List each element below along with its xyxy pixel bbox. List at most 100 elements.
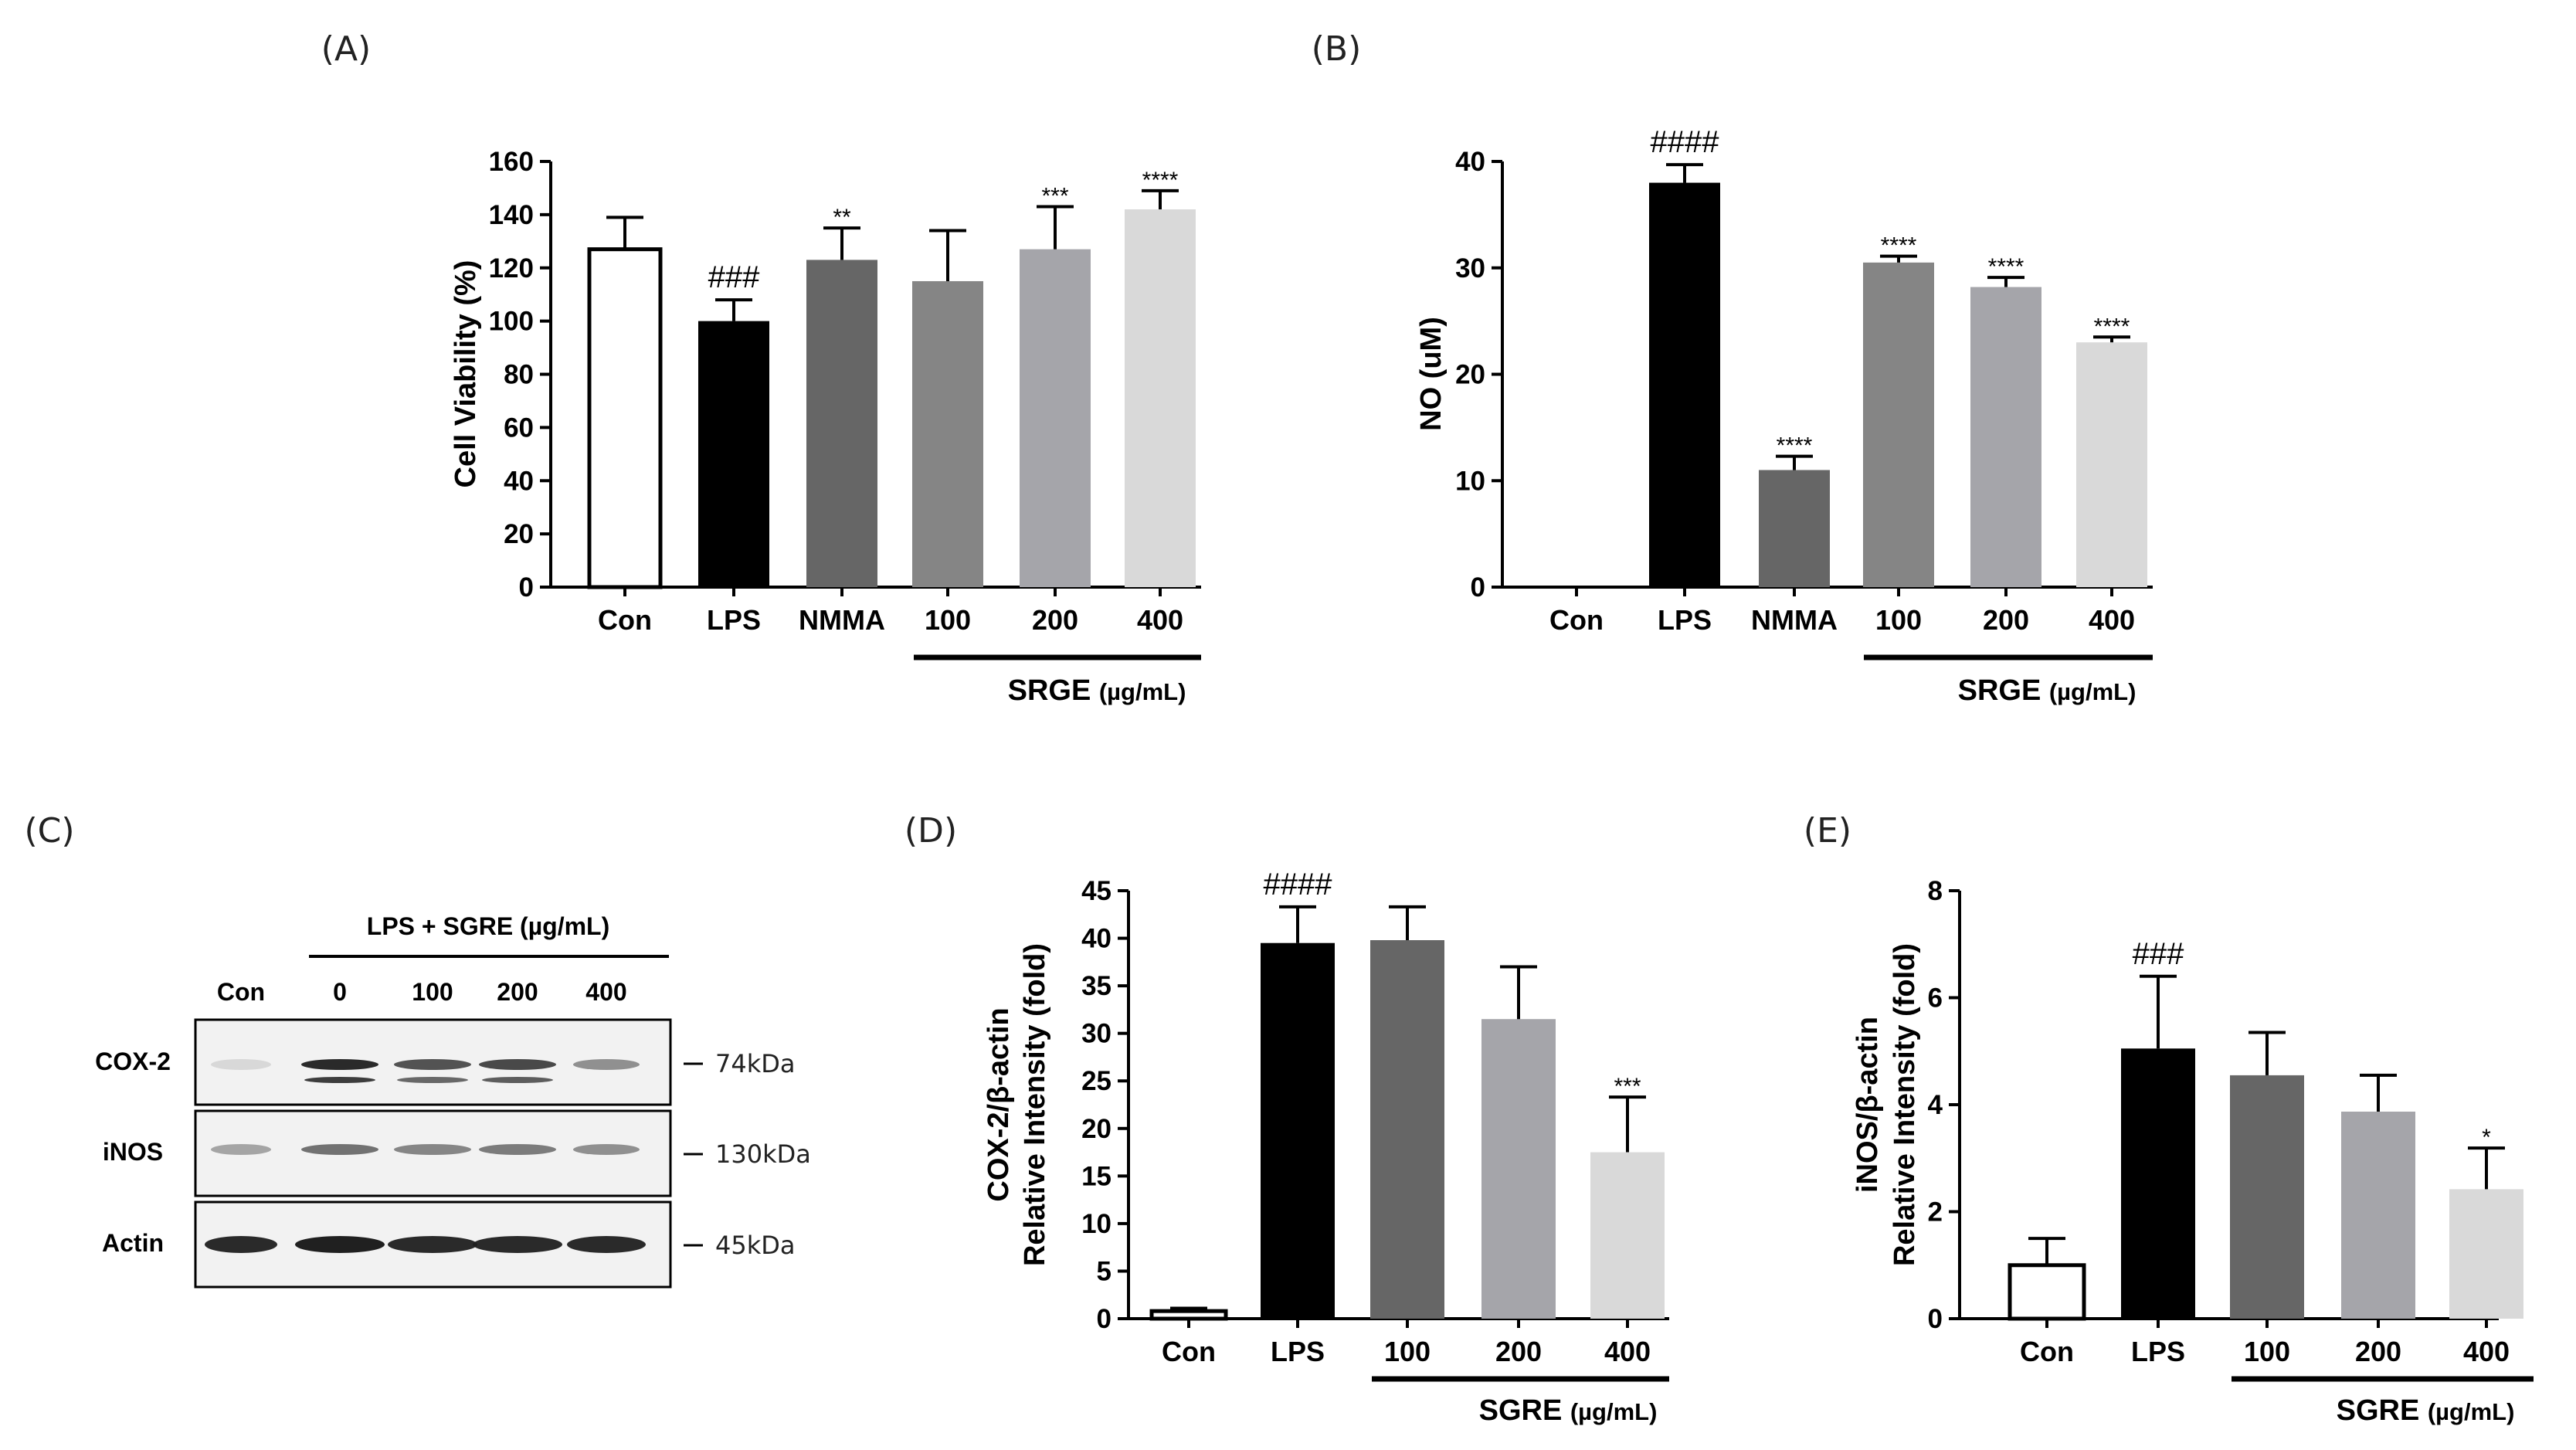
x-tick-label: 400 xyxy=(1137,604,1183,636)
group-name: SRGE xyxy=(1958,674,2049,707)
bar-con xyxy=(2008,1263,2086,1321)
bar-400 xyxy=(2076,342,2147,587)
blot-band xyxy=(211,1059,271,1070)
x-tick-label: NMMA xyxy=(1751,604,1838,636)
blot-row-label: COX-2 xyxy=(95,1048,171,1075)
significance-stars: * xyxy=(2482,1125,2491,1150)
blot-row-label: Actin xyxy=(102,1229,164,1257)
x-tick-label: LPS xyxy=(1658,604,1712,636)
group-unit: (µg/mL) xyxy=(1570,1398,1658,1425)
y-axis-label-secondary: Relative Intensity (fold) xyxy=(1019,943,1051,1266)
x-tick-label: 400 xyxy=(2463,1336,2510,1367)
group-name: SGRE xyxy=(1479,1394,1570,1427)
group-label: SGRE (µg/mL) xyxy=(2337,1394,2515,1427)
y-tick-label: 30 xyxy=(1081,1019,1112,1049)
y-tick-label: 20 xyxy=(1081,1114,1112,1144)
western-blot: (C) LPS + SGRE (µg/mL) Con 0 100 200 400 COX-2 7… xyxy=(24,811,811,1289)
x-tick-label: LPS xyxy=(2131,1336,2185,1367)
y-tick-label: 0 xyxy=(1097,1304,1112,1334)
blot-band xyxy=(573,1144,640,1155)
y-tick-label: 6 xyxy=(1928,983,1943,1014)
group-name: SRGE xyxy=(1008,674,1099,707)
kda-label: 45kDa xyxy=(715,1231,796,1260)
blot-band xyxy=(301,1059,378,1070)
bar-lps xyxy=(2121,1048,2195,1319)
y-axis-label: NO (uM) xyxy=(1415,317,1448,431)
lane-label: 200 xyxy=(497,978,538,1006)
y-tick-label: 40 xyxy=(1081,924,1112,954)
blot-header: LPS + SGRE (µg/mL) xyxy=(367,912,609,940)
x-tick-label: 200 xyxy=(2355,1336,2401,1367)
bar-lps xyxy=(698,321,769,587)
x-tick-label: Con xyxy=(1549,604,1604,636)
group-label: SGRE (µg/mL) xyxy=(1479,1394,1658,1427)
blot-band xyxy=(479,1144,556,1155)
y-tick-label: 0 xyxy=(1928,1304,1943,1334)
significance-stars: **** xyxy=(1988,254,2024,280)
y-tick-label: 0 xyxy=(519,572,534,603)
chart-a: (A) 0 20 40 60 80 100 120 140 160 Cell Viability (… xyxy=(321,29,1201,707)
y-tick-label: 30 xyxy=(1455,253,1485,284)
lane-label: 0 xyxy=(333,978,347,1006)
lane-label: 100 xyxy=(412,978,453,1006)
y-tick-label: 40 xyxy=(1455,147,1485,177)
group-name: SGRE xyxy=(2337,1394,2428,1427)
group-unit: (µg/mL) xyxy=(2049,678,2136,705)
blot-band-secondary xyxy=(482,1077,553,1083)
y-tick-label: 25 xyxy=(1081,1066,1112,1096)
chart-d: (D) 0 5 10 15 20 25 30 35 40 45 COX-2/β-actin Relati… xyxy=(904,811,1669,1427)
y-tick-label: 5 xyxy=(1097,1256,1112,1286)
group-unit: (µg/mL) xyxy=(2428,1398,2515,1425)
blot-band xyxy=(205,1236,277,1253)
y-axis-label: COX-2/β-actin xyxy=(983,1007,1015,1201)
bar-200 xyxy=(1970,287,2041,587)
y-tick-label: 10 xyxy=(1455,466,1485,496)
bar-100 xyxy=(1370,940,1444,1319)
bar-200 xyxy=(2341,1112,2415,1319)
bar-400 xyxy=(1125,209,1196,587)
x-tick-label: 400 xyxy=(2089,604,2135,636)
x-tick-label: 200 xyxy=(1983,604,2029,636)
significance-hash: ### xyxy=(2133,937,2184,971)
y-tick-label: 15 xyxy=(1081,1161,1112,1191)
lane-label: Con xyxy=(217,978,265,1006)
y-tick-label: 80 xyxy=(504,360,534,390)
x-tick-label: 100 xyxy=(2244,1336,2290,1367)
bar-nmma xyxy=(806,260,877,587)
y-tick-label: 8 xyxy=(1928,876,1943,906)
blot-band xyxy=(394,1144,471,1155)
panel-label: (D) xyxy=(904,811,957,851)
blot-band xyxy=(211,1144,271,1155)
significance-hash: ### xyxy=(708,260,760,294)
blot-band xyxy=(573,1059,640,1070)
significance-stars: **** xyxy=(1881,233,1917,259)
x-tick-label: NMMA xyxy=(799,604,885,636)
significance-stars: *** xyxy=(1041,184,1068,209)
blot-band xyxy=(394,1059,471,1070)
x-tick-label: 200 xyxy=(1032,604,1078,636)
bar-400 xyxy=(2449,1189,2523,1319)
x-tick-label: Con xyxy=(1162,1336,1216,1367)
y-tick-label: 160 xyxy=(489,147,534,177)
y-tick-label: 140 xyxy=(489,200,534,230)
blot-band xyxy=(473,1236,562,1253)
significance-stars: ** xyxy=(833,205,851,230)
bar-lps xyxy=(1261,942,1335,1319)
blot-band-secondary xyxy=(304,1077,375,1083)
x-tick-label: 200 xyxy=(1495,1336,1542,1367)
y-tick-label: 2 xyxy=(1928,1197,1943,1228)
y-tick-label: 100 xyxy=(489,307,534,337)
blot-band-secondary xyxy=(397,1077,468,1083)
y-tick-label: 0 xyxy=(1471,572,1485,603)
bar-200 xyxy=(1020,249,1091,587)
chart-b: (B) 0 10 20 30 40 NO (uM) Con #### LPS **** NMMA ***… xyxy=(1312,29,2153,707)
x-tick-label: Con xyxy=(2020,1336,2074,1367)
lane-label: 400 xyxy=(585,978,626,1006)
blot-band xyxy=(479,1059,556,1070)
bar-nmma xyxy=(1759,470,1830,587)
group-unit: (µg/mL) xyxy=(1099,678,1186,705)
x-tick-label: 400 xyxy=(1604,1336,1651,1367)
kda-label: 74kDa xyxy=(715,1049,796,1078)
panel-label: (E) xyxy=(1804,811,1851,851)
